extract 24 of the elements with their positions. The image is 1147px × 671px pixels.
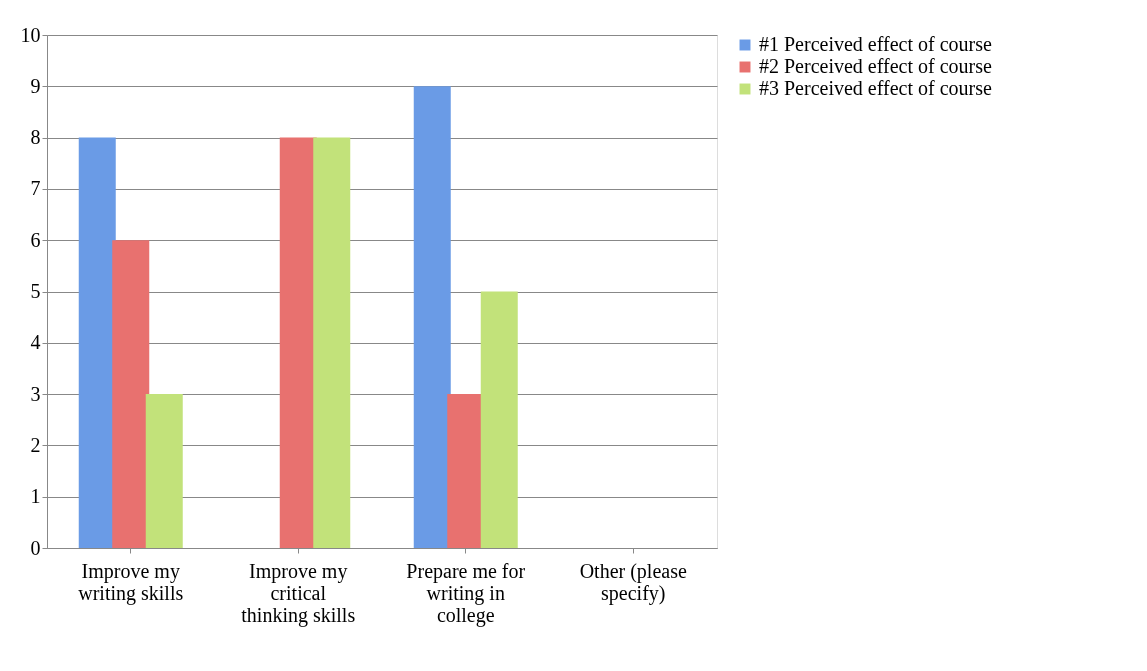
legend-label: #1 Perceived effect of course [759,33,992,55]
legend-label: #3 Perceived effect of course [759,77,992,99]
y-tick-label: 6 [30,228,41,251]
bar [78,137,116,548]
y-tick-label: 1 [30,485,41,508]
bar [480,291,518,548]
x-tick-label: Prepare me for writing in college [406,559,526,627]
y-tick-label: 2 [30,433,41,456]
y-tick-label: 4 [30,331,41,354]
y-tick-label: 0 [30,536,41,559]
y-tick-label: 9 [30,74,41,97]
y-tick-label: 8 [30,126,41,149]
x-tick-label: Other (please specify) [579,559,687,605]
x-tick-label: Improve my critical thinking skills [241,559,356,627]
y-tick-label: 3 [30,382,41,405]
legend-label: #2 Perceived effect of course [759,55,992,77]
y-tick-label: 7 [30,177,41,200]
bar [112,240,150,548]
bar [313,137,351,548]
y-tick-label: 5 [30,280,41,302]
y-tick-label: 10 [20,23,41,46]
x-tick-label: Improve my writing skills [78,559,184,605]
bar [413,86,451,548]
bar [145,394,183,548]
